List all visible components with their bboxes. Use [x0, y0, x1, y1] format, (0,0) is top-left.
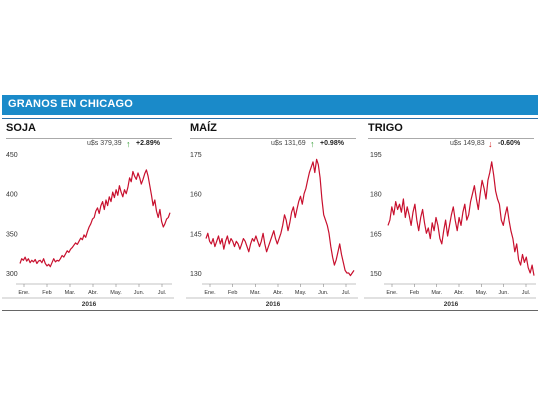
y-tick-label: 145	[190, 231, 202, 238]
section-title: GRANOS EN CHICAGO	[8, 98, 134, 110]
chart-panel-soja: SOJA u$s 379,39 ↑ +2.89% 450 400 350 300 Ene…	[2, 118, 176, 310]
y-tick-label: 400	[6, 192, 18, 199]
section-banner: GRANOS EN CHICAGO	[2, 95, 538, 115]
x-tick-label: May.	[295, 290, 307, 296]
arrow-up-icon: ↑	[310, 139, 315, 149]
x-tick-label: Jul.	[522, 290, 531, 296]
price-label: u$s 131,69	[271, 140, 306, 147]
x-tick-label: May.	[110, 290, 122, 296]
y-tick-label: 165	[370, 231, 382, 238]
title-divider	[6, 138, 172, 139]
chart-title: SOJA	[6, 122, 36, 134]
title-divider	[190, 138, 356, 139]
price-label: u$s 379,39	[87, 140, 122, 147]
price-label: u$s 149,83	[450, 140, 485, 147]
x-tick-label: Mar.	[431, 290, 442, 296]
y-tick-label: 160	[190, 192, 202, 199]
x-tick-label: Jul.	[158, 290, 167, 296]
y-tick-label: 300	[6, 271, 18, 278]
year-label: 2016	[266, 301, 281, 308]
y-tick-label: 195	[370, 152, 382, 159]
x-tick-label: Abr.	[273, 290, 283, 296]
change-label: -0.60%	[498, 140, 521, 147]
change-label: +2.89%	[136, 140, 160, 147]
y-tick-label: 180	[370, 192, 382, 199]
bottom-divider	[2, 310, 538, 311]
x-tick-label: Mar.	[65, 290, 76, 296]
x-tick-label: Jun.	[134, 290, 145, 296]
x-tick-label: Feb	[410, 290, 419, 296]
x-tick-label: Abr.	[454, 290, 464, 296]
y-tick-label: 130	[190, 271, 202, 278]
price-series-line	[19, 169, 171, 268]
price-series-line	[205, 158, 355, 277]
change-label: +0.98%	[320, 140, 344, 147]
chart-title: MAÍZ	[190, 122, 217, 134]
chart-panel-trigo: TRIGO u$s 149,83 ↓ -0.60% 195 180 165 150 En…	[364, 118, 538, 310]
chart-title: TRIGO	[368, 122, 403, 134]
x-tick-label: Ene.	[204, 290, 216, 296]
y-tick-label: 350	[6, 231, 18, 238]
title-divider	[368, 138, 534, 139]
x-tick-label: Jun.	[498, 290, 509, 296]
arrow-down-icon: ↓	[488, 139, 493, 149]
section-divider	[2, 118, 538, 119]
arrow-up-icon: ↑	[126, 139, 131, 149]
chart-panel-maiz: MAÍZ u$s 131,69 ↑ +0.98% 175 160 145 130 Ene…	[186, 118, 360, 310]
x-tick-label: Ene.	[18, 290, 30, 296]
trigo-chart: 195 180 165 150 Ene. Feb Mar. Abr. May. Jun. Jul. 2…	[364, 152, 536, 308]
x-tick-label: Feb	[42, 290, 51, 296]
y-tick-label: 450	[6, 152, 18, 159]
x-tick-label: May.	[476, 290, 488, 296]
x-tick-label: Ene.	[386, 290, 398, 296]
x-tick-label: Feb	[228, 290, 237, 296]
year-label: 2016	[444, 301, 459, 308]
year-label: 2016	[82, 301, 97, 308]
x-tick-label: Abr.	[88, 290, 98, 296]
maiz-chart: 175 160 145 130 Ene. Feb Mar. Abr. May. Jun. Jul. 2…	[186, 152, 358, 308]
x-tick-label: Mar.	[250, 290, 261, 296]
y-tick-label: 150	[370, 271, 382, 278]
soja-chart: 450 400 350 300 Ene. Feb Mar. Abr. May. Jun. Jul. 2…	[2, 152, 174, 308]
x-tick-label: Jun.	[318, 290, 329, 296]
y-tick-label: 175	[190, 152, 202, 159]
price-series-line	[387, 161, 535, 276]
x-tick-label: Jul.	[342, 290, 351, 296]
